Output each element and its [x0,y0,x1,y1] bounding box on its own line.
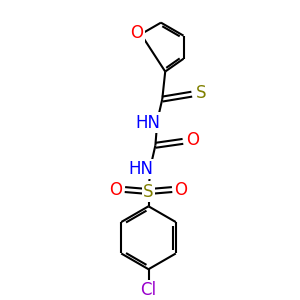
Text: HN: HN [135,114,160,132]
Text: HN: HN [128,160,153,178]
Text: S: S [196,84,207,102]
Text: O: O [130,24,143,42]
Text: O: O [175,181,188,199]
Text: Cl: Cl [140,281,157,299]
Text: O: O [186,131,199,149]
Text: O: O [110,181,123,199]
Text: S: S [143,182,154,200]
